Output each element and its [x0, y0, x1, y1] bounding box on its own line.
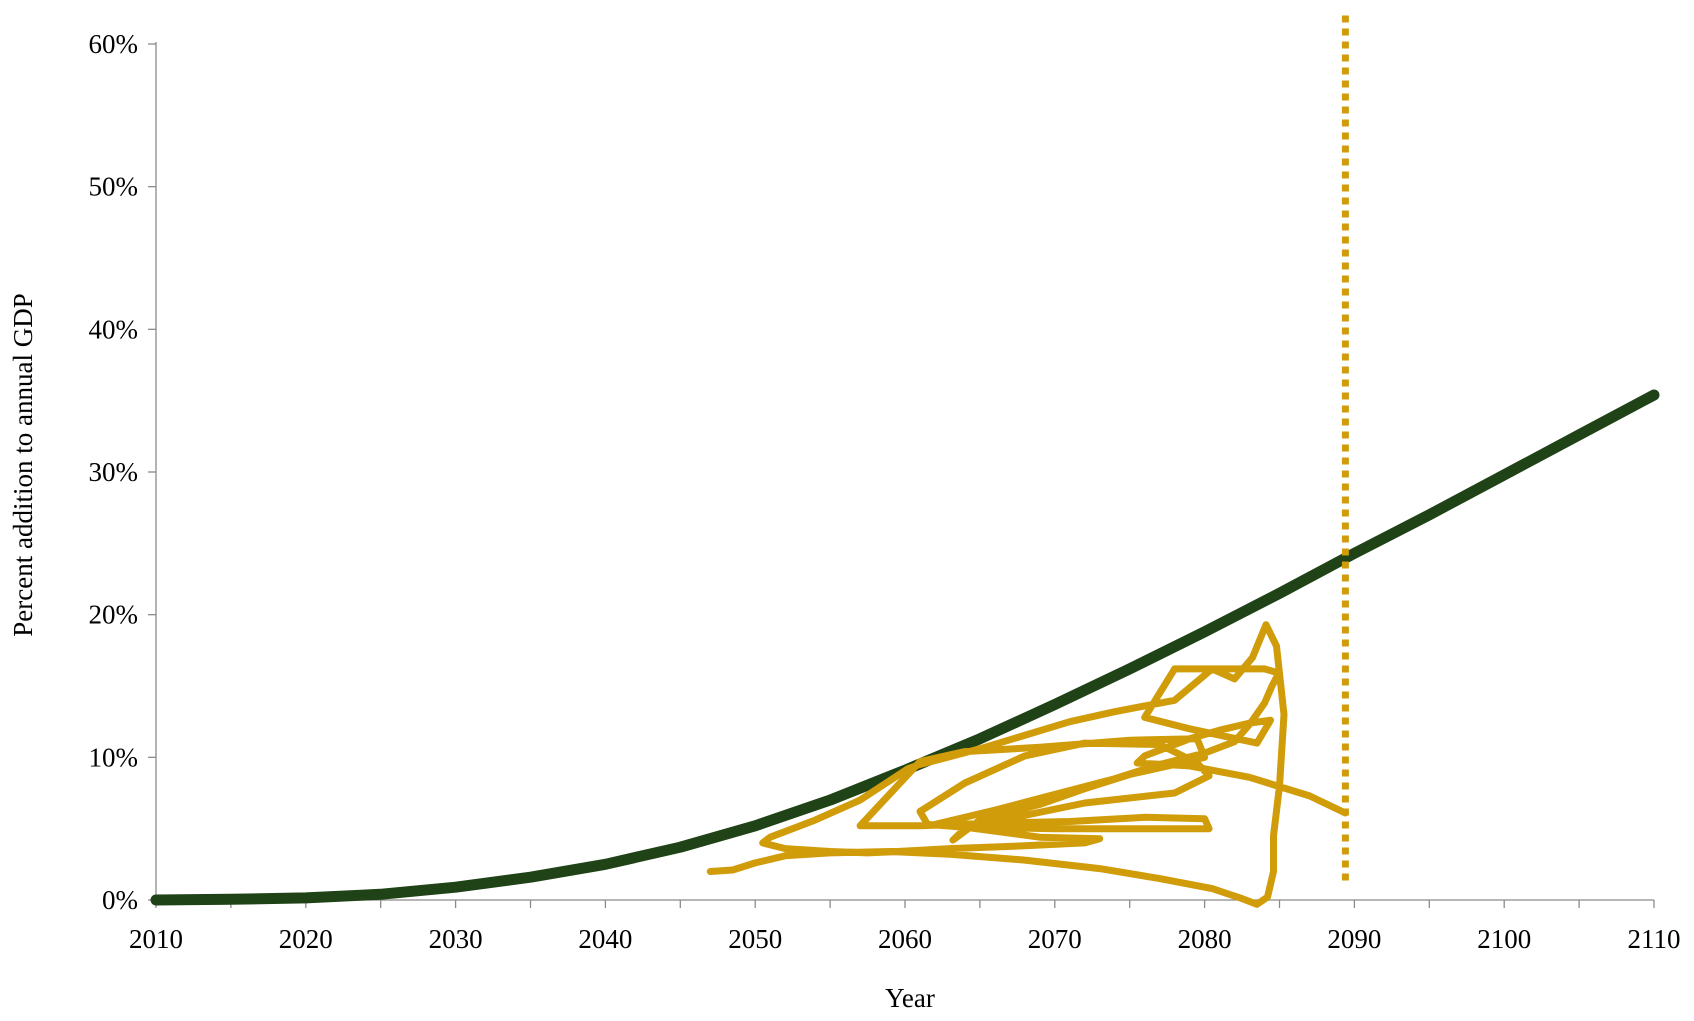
- y-tick-label: 10%: [89, 742, 139, 772]
- y-tick-label: 20%: [89, 600, 139, 630]
- x-tick-label: 2110: [1628, 924, 1681, 954]
- x-tick-label: 2100: [1477, 924, 1531, 954]
- y-tick-label: 40%: [89, 314, 139, 344]
- y-tick-label: 60%: [89, 29, 139, 59]
- y-axis-title: Percent addition to annual GDP: [8, 293, 38, 636]
- x-tick-label: 2020: [279, 924, 333, 954]
- y-tick-label: 0%: [102, 885, 138, 915]
- y-tick-label: 50%: [89, 172, 139, 202]
- x-tick-label: 2080: [1178, 924, 1232, 954]
- y-tick-label: 30%: [89, 457, 139, 487]
- series-group: [150, 15, 1660, 908]
- x-tick-label: 2090: [1327, 924, 1381, 954]
- x-tick-label: 2050: [728, 924, 782, 954]
- x-tick-label: 2070: [1028, 924, 1082, 954]
- x-axis-title: Year: [885, 983, 935, 1013]
- x-tick-label: 2010: [129, 924, 183, 954]
- x-tick-label: 2030: [429, 924, 483, 954]
- series-line-scribble: [706, 621, 1349, 908]
- x-tick-label: 2040: [578, 924, 632, 954]
- tick-labels: 0% 10% 20% 30% 40% 50% 60% 2010 2020 2030 2040 2050…: [89, 29, 1681, 954]
- x-tick-label: 2060: [878, 924, 932, 954]
